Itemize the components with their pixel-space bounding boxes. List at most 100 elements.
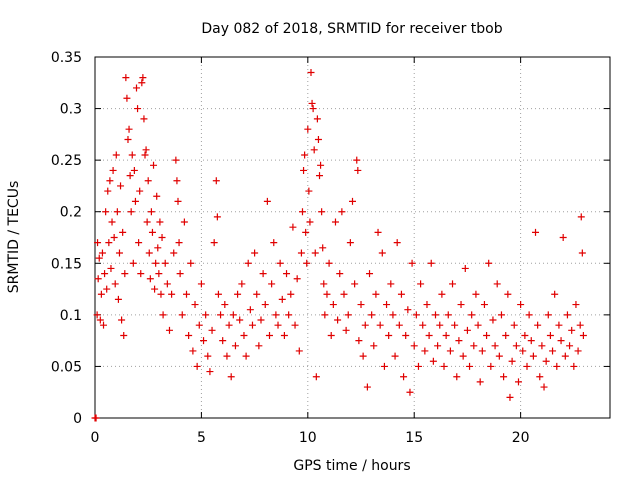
x-tick-label: 0: [91, 430, 100, 446]
data-point: [320, 280, 328, 288]
data-point: [357, 301, 365, 309]
data-point: [310, 146, 318, 154]
data-point: [100, 321, 108, 329]
data-point: [302, 228, 310, 236]
data-point: [414, 362, 422, 370]
data-point: [176, 270, 184, 278]
data-point: [142, 146, 150, 154]
data-point: [136, 187, 144, 195]
data-point: [429, 357, 437, 365]
data-point: [189, 347, 197, 355]
data-point: [150, 161, 158, 169]
plot-frame: [94, 56, 611, 419]
data-point: [504, 290, 512, 298]
data-point: [145, 249, 153, 257]
data-point: [529, 352, 537, 360]
data-point: [444, 311, 452, 319]
data-point: [470, 342, 478, 350]
data-point: [128, 151, 136, 159]
data-point: [576, 321, 584, 329]
data-point: [314, 136, 322, 144]
data-point: [257, 316, 265, 324]
data-point: [354, 166, 362, 174]
data-point: [325, 259, 333, 267]
data-point: [95, 254, 103, 262]
data-point: [146, 275, 154, 283]
data-point: [307, 68, 315, 76]
data-point: [327, 331, 335, 339]
data-point: [210, 239, 218, 247]
data-point: [143, 218, 151, 226]
data-point: [223, 352, 231, 360]
data-point: [295, 347, 303, 355]
data-point: [108, 218, 116, 226]
data-point: [425, 331, 433, 339]
data-point: [156, 218, 164, 226]
data-point: [138, 79, 146, 87]
data-point: [480, 301, 488, 309]
data-point: [457, 301, 465, 309]
data-point: [266, 331, 274, 339]
data-point: [489, 316, 497, 324]
data-point: [283, 270, 291, 278]
data-point: [317, 161, 325, 169]
data-point: [183, 290, 191, 298]
data-point: [308, 99, 316, 107]
data-point: [272, 311, 280, 319]
data-point: [293, 275, 301, 283]
data-point: [421, 347, 429, 355]
data-point: [549, 347, 557, 355]
data-point: [172, 156, 180, 164]
data-point: [311, 249, 319, 257]
data-point: [97, 290, 105, 298]
data-point: [331, 218, 339, 226]
data-point: [229, 311, 237, 319]
data-point: [240, 331, 248, 339]
data-point: [519, 347, 527, 355]
data-point: [200, 337, 208, 345]
data-point: [342, 326, 350, 334]
data-point: [351, 280, 359, 288]
data-point: [165, 326, 173, 334]
data-point: [297, 249, 305, 257]
data-point: [107, 264, 115, 272]
y-tick-label: 0.1: [60, 308, 82, 324]
data-point: [278, 295, 286, 303]
data-point: [546, 331, 554, 339]
data-point: [566, 342, 574, 350]
data-point: [463, 326, 471, 334]
data-point: [551, 290, 559, 298]
data-point: [246, 306, 254, 314]
data-point: [109, 166, 117, 174]
data-point: [173, 177, 181, 185]
x-tick-label: 10: [299, 430, 317, 446]
data-point: [468, 311, 476, 319]
data-point: [202, 311, 210, 319]
data-point: [446, 347, 454, 355]
data-point: [261, 301, 269, 309]
data-point: [368, 311, 376, 319]
data-point: [408, 259, 416, 267]
data-point: [578, 249, 586, 257]
data-point: [219, 337, 227, 345]
data-point: [110, 234, 118, 241]
data-point: [574, 347, 582, 355]
x-tick-label: 5: [197, 430, 206, 446]
data-point: [155, 270, 163, 278]
data-point: [512, 342, 520, 350]
y-tick-label: 0: [73, 411, 82, 427]
data-point: [497, 311, 505, 319]
data-point: [153, 192, 161, 200]
data-point: [242, 352, 250, 360]
data-point: [123, 94, 131, 102]
data-point: [404, 306, 412, 314]
data-point: [98, 249, 106, 257]
data-point: [451, 321, 459, 329]
data-point: [376, 321, 384, 329]
data-point: [227, 373, 235, 381]
data-point: [406, 388, 414, 396]
data-point: [321, 311, 329, 319]
data-point: [383, 301, 391, 309]
data-point: [106, 177, 114, 185]
data-point: [542, 357, 550, 365]
